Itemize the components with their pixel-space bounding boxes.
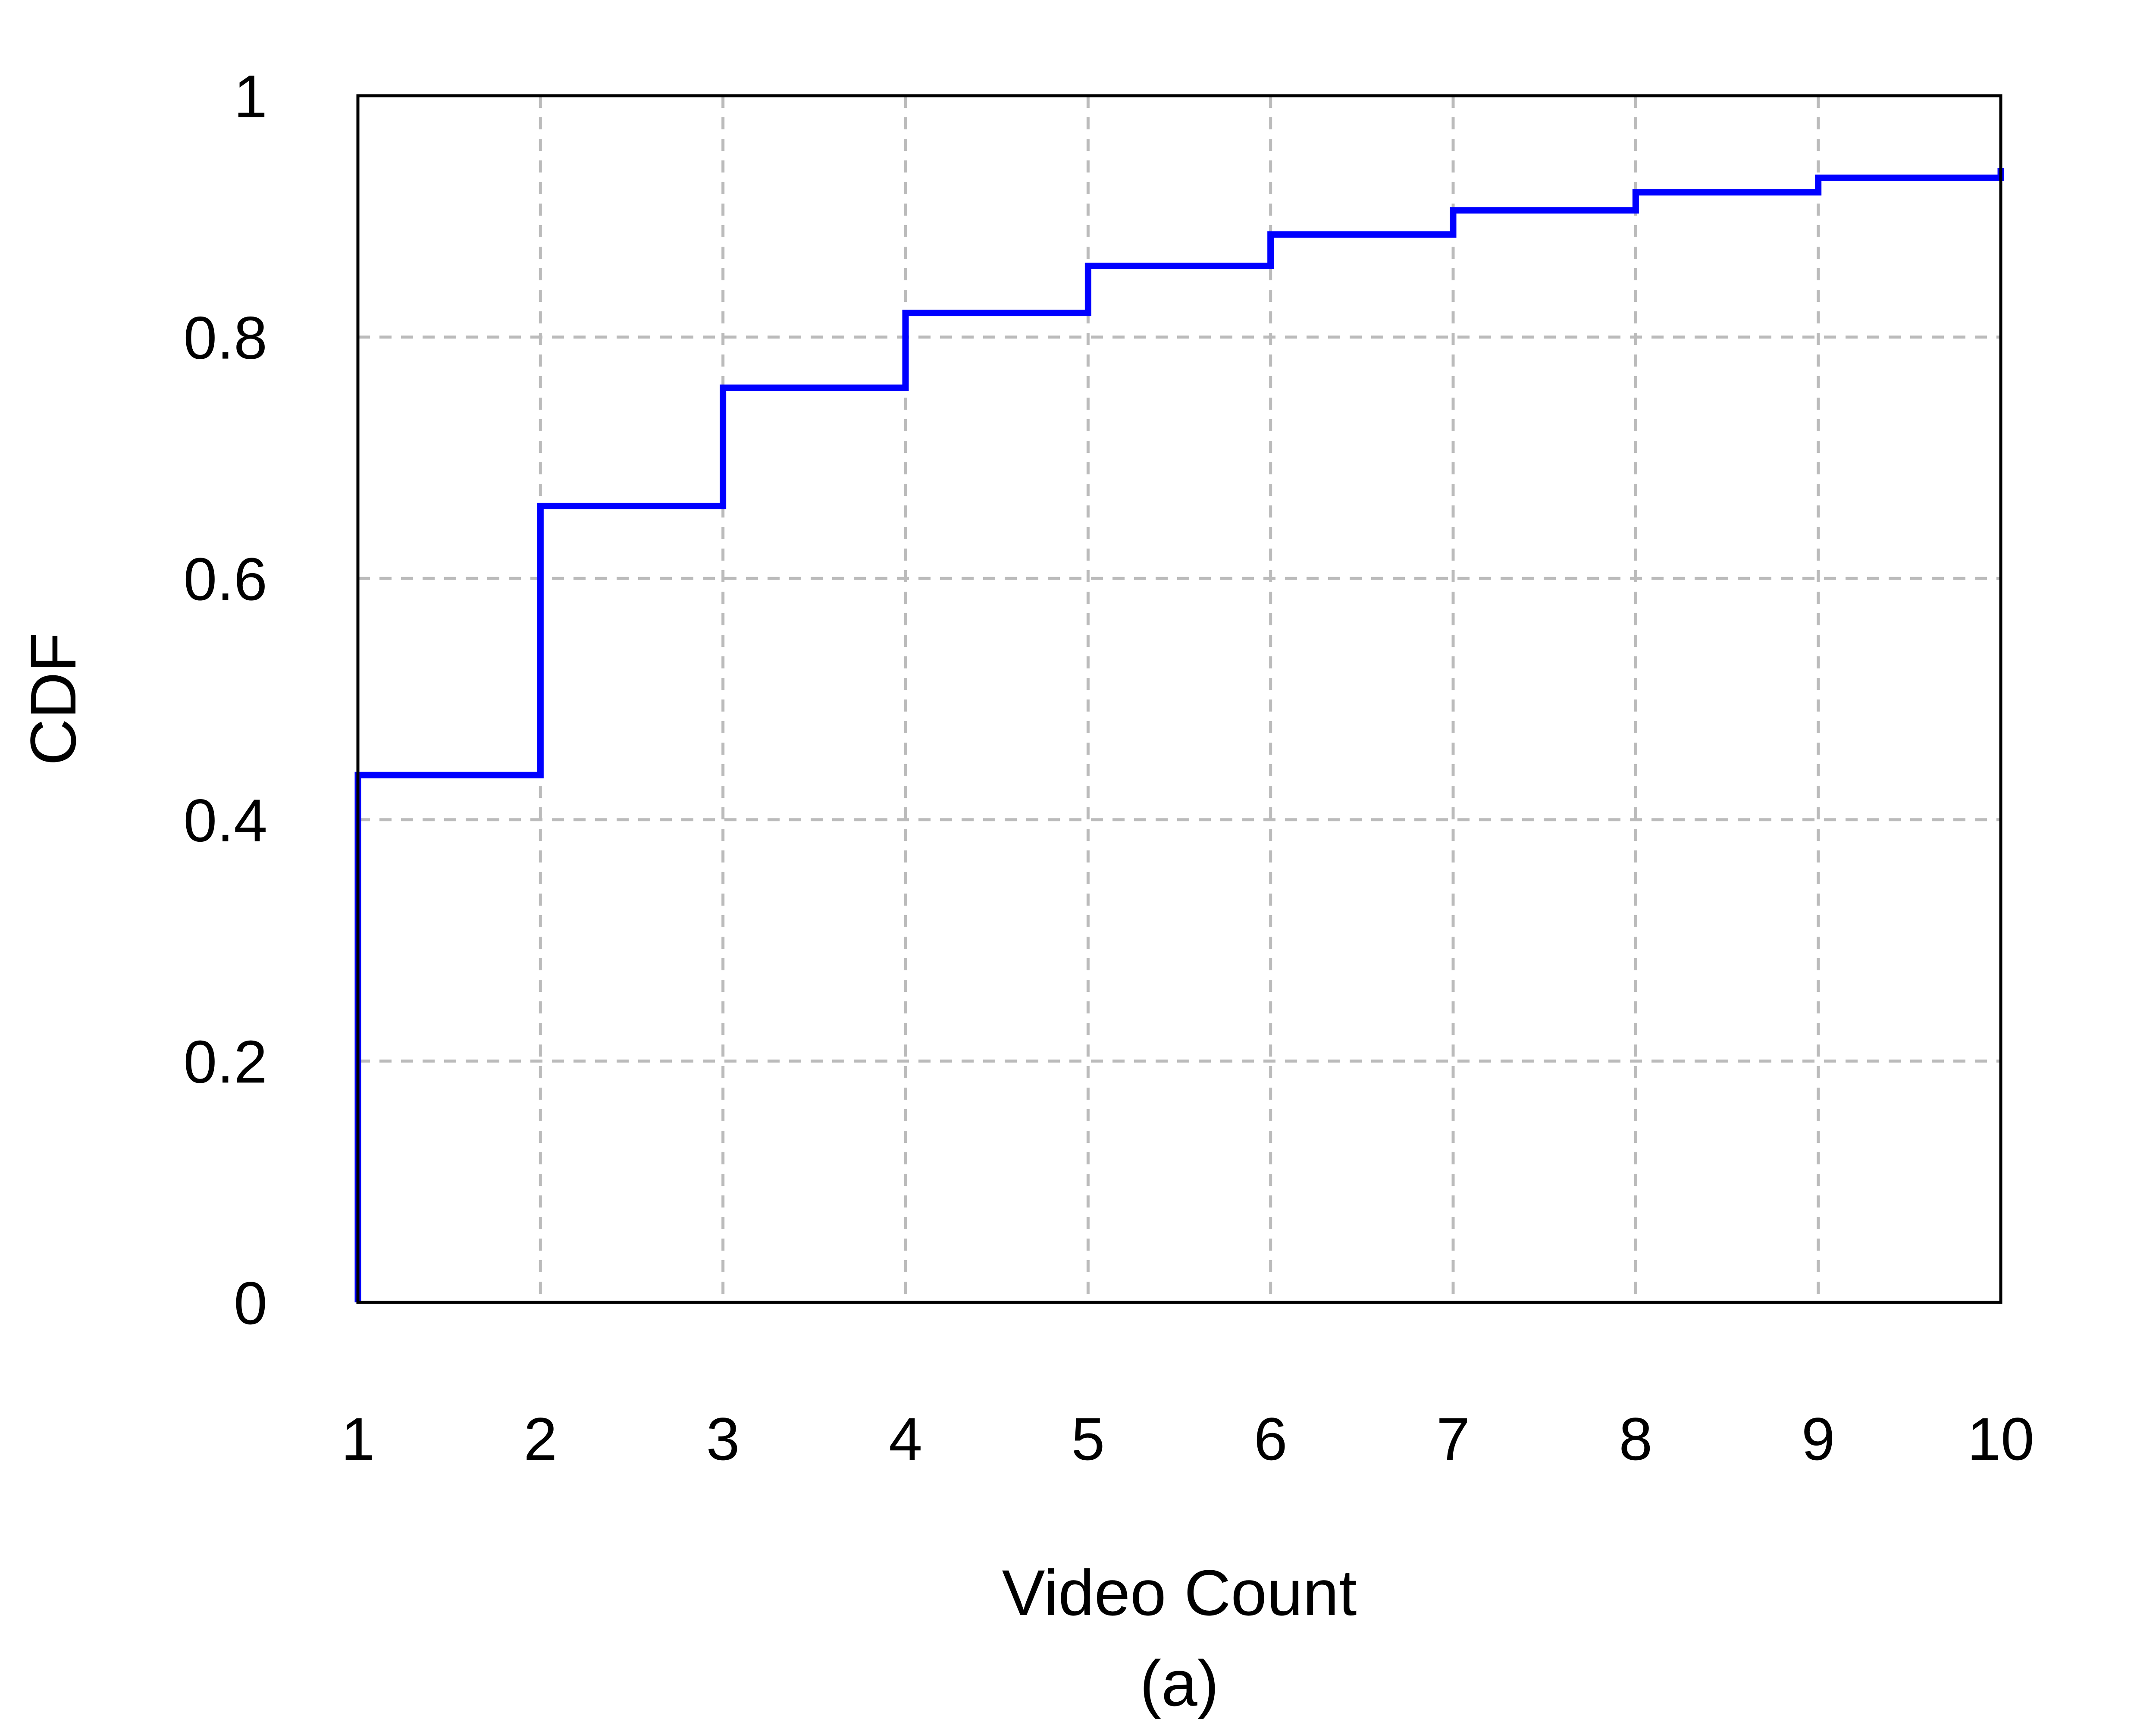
x-tick-label: 2 [523, 1405, 557, 1473]
y-tick-label: 0.4 [183, 787, 267, 854]
y-tick-label: 0 [234, 1269, 267, 1337]
x-tick-label: 6 [1254, 1405, 1288, 1473]
x-tick-label: 3 [706, 1405, 740, 1473]
x-axis-label: Video Count [1002, 1556, 1357, 1629]
x-tick-label: 9 [1802, 1405, 1835, 1473]
y-tick-label: 0.2 [183, 1028, 267, 1095]
series-layer [354, 168, 2004, 1302]
y-tick-label: 0.6 [183, 545, 267, 613]
x-tick-labels: 1 2 3 4 5 6 7 8 9 10 [341, 1405, 2034, 1473]
x-tick-label: 10 [1967, 1405, 2034, 1473]
cdf-step-line [354, 168, 2004, 1302]
x-tick-label: 4 [889, 1405, 922, 1473]
grid [358, 96, 2001, 1302]
x-tick-label: 1 [341, 1405, 375, 1473]
plot-frame [356, 94, 2002, 1304]
figure-caption: (a) [1140, 1647, 1219, 1719]
y-tick-label: 0.8 [183, 304, 267, 372]
x-tick-label: 5 [1071, 1405, 1105, 1473]
y-tick-labels: 0 0.2 0.4 0.6 0.8 1 [183, 63, 267, 1337]
y-axis-label: CDF [17, 633, 89, 765]
y-tick-label: 1 [234, 63, 267, 130]
x-tick-label: 8 [1619, 1405, 1652, 1473]
x-tick-label: 7 [1436, 1405, 1470, 1473]
